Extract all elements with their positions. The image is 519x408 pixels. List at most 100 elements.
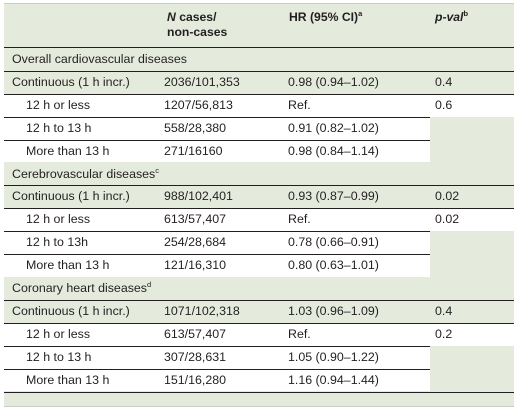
header-n-rest: cases/ [175, 10, 217, 24]
section-title-text: Overall cardiovascular diseases [12, 52, 187, 66]
table-row: More than 13 h 121/16,310 0.80 (0.63–1.01) [4, 254, 514, 277]
row-label: Continuous (1 h incr.) [12, 74, 130, 89]
row-background [4, 209, 514, 232]
row-hazard-ratio: 0.93 (0.87–0.99) [288, 189, 379, 204]
table-row: More than 13 h 271/16160 0.98 (0.84–1.14) [4, 140, 514, 163]
row-hazard-ratio: Ref. [288, 97, 311, 112]
table-row: Continuous (1 h incr.) 988/102,401 0.93 (0… [4, 185, 514, 208]
row-background [4, 94, 514, 117]
section-title-row: Coronary heart diseasesd [4, 277, 514, 300]
row-hazard-ratio: Ref. [288, 326, 311, 341]
row-divider [4, 391, 514, 393]
row-divider [4, 231, 430, 233]
row-n-cases: 254/28,684 [164, 235, 227, 250]
row-p-value: 0.02 [435, 212, 460, 227]
row-n-cases: 121/16,310 [164, 258, 227, 273]
row-label: 12 h or less [26, 97, 91, 112]
row-divider [4, 299, 514, 301]
table-row: 12 h or less 1207/56,813 Ref. 0.6 [4, 94, 514, 117]
row-divider [4, 322, 514, 324]
row-n-cases: 1071/102,318 [164, 303, 240, 318]
results-table: N cases/non-cases HR (95% CI)a p-valb Ov… [4, 3, 514, 407]
row-label: More than 13 h [26, 143, 110, 158]
row-divider [4, 70, 514, 72]
table-row: 12 h or less 613/57,407 Ref. 0.2 [4, 323, 514, 346]
row-hazard-ratio: Ref. [288, 212, 311, 227]
section-title: Overall cardiovascular diseases [12, 52, 187, 66]
row-p-value: 0.02 [435, 189, 460, 204]
row-background [4, 232, 430, 255]
row-hazard-ratio: 0.80 (0.63–1.01) [288, 258, 379, 273]
row-divider [4, 254, 430, 256]
row-hazard-ratio: 0.91 (0.82–1.02) [288, 120, 379, 135]
row-p-value: 0.4 [435, 74, 453, 89]
table-row: 12 h to 13 h 307/28,631 1.05 (0.90–1.22) [4, 346, 514, 369]
section-title-footnote: d [147, 279, 152, 289]
section-title-row: Overall cardiovascular diseases [4, 48, 514, 71]
row-n-cases: 558/28,380 [164, 120, 227, 135]
row-background [4, 323, 514, 346]
row-label: More than 13 h [26, 372, 110, 387]
header-p-footnote: b [463, 8, 469, 18]
row-n-cases: 2036/101,353 [164, 74, 240, 89]
section-title-text: Cerebrovascular diseases [12, 166, 156, 181]
row-background [4, 369, 430, 392]
section-title-footnote: c [155, 165, 159, 175]
section-title-row: Cerebrovascular diseasesc [4, 162, 514, 186]
row-background [4, 117, 430, 140]
row-n-cases: 613/57,407 [164, 326, 227, 341]
row-n-cases: 271/16160 [164, 143, 223, 158]
row-divider [4, 345, 430, 347]
row-label: 12 h or less [26, 212, 91, 227]
table-row: 12 h or less 613/57,407 Ref. 0.02 [4, 208, 514, 232]
row-hazard-ratio: 0.98 (0.84–1.14) [288, 143, 379, 158]
row-n-cases: 1207/56,813 [164, 97, 233, 112]
row-hazard-ratio: 0.78 (0.66–0.91) [288, 235, 379, 250]
row-divider [4, 139, 430, 141]
row-label: 12 h or less [26, 326, 91, 341]
table-row: 12 h to 13h 254/28,684 0.78 (0.66–0.91) [4, 231, 514, 255]
row-label: 12 h to 13 h [26, 349, 92, 364]
row-divider [4, 47, 514, 48]
section-title: Coronary heart diseasesd [12, 281, 151, 295]
row-p-value: 0.6 [435, 97, 453, 112]
row-hazard-ratio: 1.03 (0.96–1.09) [288, 303, 379, 318]
row-divider [4, 368, 430, 370]
table-row: 12 h to 13 h 558/28,380 0.91 (0.82–1.02) [4, 117, 514, 140]
row-p-value: 0.2 [435, 326, 453, 341]
header-p: p-valb [435, 10, 468, 25]
row-label: More than 13 h [26, 258, 110, 273]
header-hr-text: HR (95% CI) [289, 10, 359, 24]
table-row: Continuous (1 h incr.) 2036/101,353 0.98 (… [4, 71, 514, 94]
row-divider [4, 185, 514, 187]
table-header: N cases/non-cases HR (95% CI)a p-valb [4, 4, 514, 47]
row-n-cases: 307/28,631 [164, 349, 227, 364]
row-background [4, 255, 430, 277]
table-row: Continuous (1 h incr.) 1071/102,318 1.03 (… [4, 300, 514, 323]
row-hazard-ratio: 1.16 (0.94–1.44) [288, 372, 379, 387]
table-row: More than 13 h 151/16,280 1.16 (0.94–1.44) [4, 369, 514, 392]
header-n-line2: non-cases [167, 25, 228, 39]
row-divider [4, 208, 514, 210]
row-background [4, 346, 430, 369]
header-n-italic: N [167, 10, 176, 24]
header-p-text: p-val [435, 10, 464, 24]
row-hazard-ratio: 1.05 (0.90–1.22) [288, 349, 379, 364]
row-label: Continuous (1 h incr.) [12, 189, 130, 204]
row-label: Continuous (1 h incr.) [12, 303, 130, 318]
header-hr: HR (95% CI)a [289, 10, 362, 25]
section-title: Cerebrovascular diseasesc [12, 165, 159, 181]
row-divider [4, 116, 430, 118]
header-n-cases: N cases/non-cases [167, 10, 227, 40]
row-background [4, 140, 430, 163]
row-divider [4, 93, 514, 95]
row-p-value: 0.4 [435, 303, 453, 318]
row-hazard-ratio: 0.98 (0.94–1.02) [288, 74, 379, 89]
row-n-cases: 613/57,407 [164, 212, 227, 227]
row-label: 12 h to 13 h [26, 120, 92, 135]
row-label: 12 h to 13h [26, 235, 89, 250]
row-n-cases: 988/102,401 [164, 189, 233, 204]
row-n-cases: 151/16,280 [164, 372, 227, 387]
header-hr-footnote: a [358, 8, 363, 18]
section-title-text: Coronary heart diseases [12, 281, 147, 295]
